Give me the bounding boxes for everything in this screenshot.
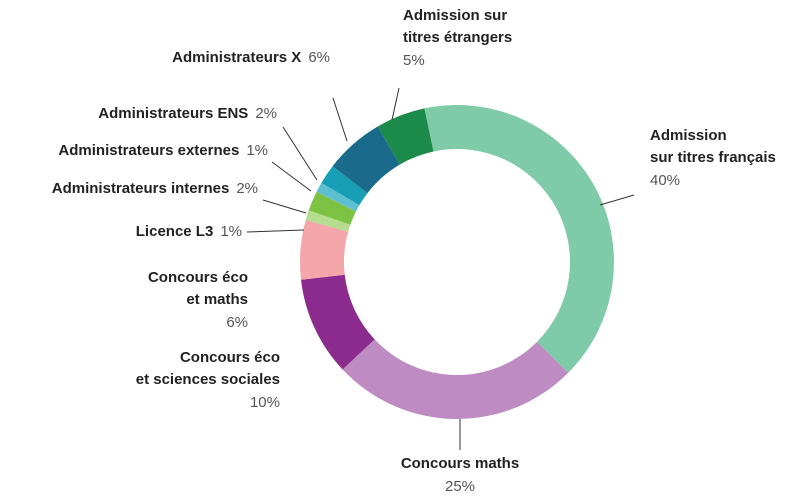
- segment-label: Administrateurs ENS 2%: [98, 105, 277, 122]
- value-label: 6%: [308, 49, 330, 66]
- category-label: Admission sur: [403, 7, 507, 24]
- leader-line: [246, 229, 305, 233]
- donut-segment: [308, 191, 356, 225]
- donut-segment: [316, 182, 360, 212]
- value-label: 1%: [246, 142, 268, 159]
- category-label: et maths: [186, 291, 248, 308]
- donut-segment: [342, 339, 569, 419]
- donut-segment: [424, 104, 615, 373]
- value-label: 2%: [236, 180, 258, 197]
- category-label: Concours éco: [180, 349, 280, 366]
- donut-segment: [305, 210, 351, 232]
- value-label: 25%: [445, 478, 475, 495]
- value-label: 5%: [403, 52, 425, 69]
- segment-label: Licence L3 1%: [136, 223, 242, 240]
- leader-line: [391, 87, 400, 121]
- leader-line: [332, 97, 348, 142]
- leader-line: [262, 199, 307, 214]
- value-label: 6%: [226, 314, 248, 331]
- category-label: titres étrangers: [403, 29, 512, 46]
- segment-label: Administrateurs externes 1%: [58, 142, 268, 159]
- value-label: 1%: [220, 223, 242, 240]
- donut-segment: [332, 126, 400, 194]
- donut-segment: [301, 274, 375, 370]
- category-label: Administrateurs ENS: [98, 105, 248, 122]
- segment-label: Administrateurs X 6%: [172, 49, 330, 66]
- category-label: Administrateurs externes: [58, 142, 239, 159]
- category-label: Admission: [650, 127, 727, 144]
- leader-line: [282, 126, 318, 181]
- donut-segment: [377, 108, 434, 165]
- category-label: Licence L3: [136, 223, 214, 240]
- donut-segment: [300, 219, 349, 280]
- value-label: 40%: [650, 172, 680, 189]
- category-label: et sciences sociales: [136, 371, 280, 388]
- category-label: sur titres français: [650, 149, 776, 166]
- category-label: Concours maths: [401, 455, 519, 472]
- category-label: Administrateurs internes: [52, 180, 230, 197]
- leader-line: [271, 161, 312, 192]
- value-label: 10%: [250, 394, 280, 411]
- segment-label: Administrateurs internes 2%: [52, 180, 258, 197]
- value-label: 2%: [255, 105, 277, 122]
- leader-line: [599, 194, 635, 206]
- category-label: Concours éco: [148, 269, 248, 286]
- donut-segment: [321, 166, 368, 206]
- category-label: Administrateurs X: [172, 49, 301, 66]
